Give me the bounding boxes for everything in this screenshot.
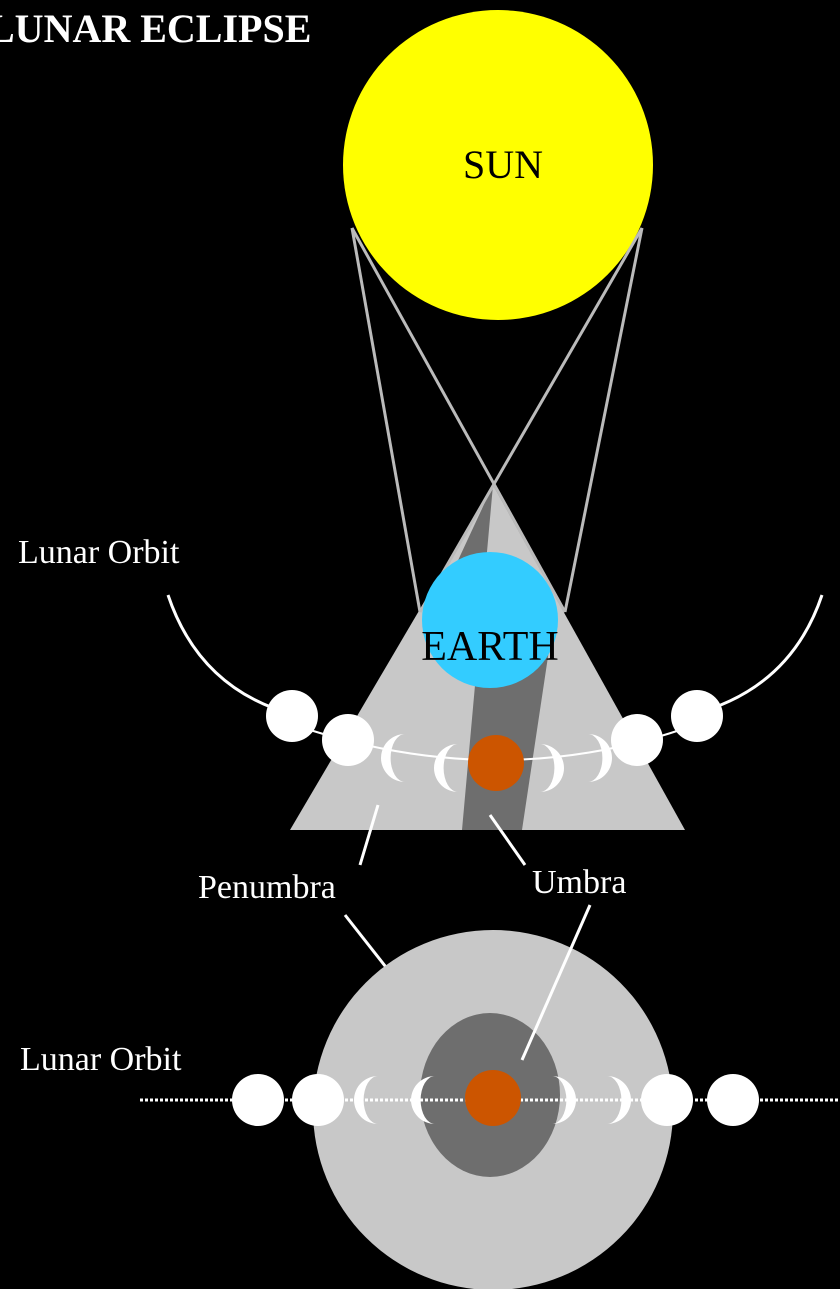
moon-full [671,690,723,742]
moon-full [322,714,374,766]
moon-eclipsed [465,1070,521,1126]
earth-label: EARTH [421,624,558,670]
moon-full [707,1074,759,1126]
page: {"title": "LUNAR ECLIPSE", "labels": {"s… [0,0,840,1289]
moons [232,1070,759,1126]
title: LUNAR ECLIPSE [0,6,311,51]
penumbra-label: Penumbra [198,869,336,906]
moon-full [641,1074,693,1126]
lunar-orbit-label: Lunar Orbit [20,1041,182,1078]
diagram: LUNAR ECLIPSE SUN EARTH Lunar Orbit Penu… [0,0,840,1289]
moon-full [266,690,318,742]
moon-full [611,714,663,766]
lunar-orbit-label: Lunar Orbit [18,534,180,571]
umbra-label: Umbra [532,864,626,901]
moon-full [232,1074,284,1126]
moon-eclipsed [468,735,524,791]
moon-full [292,1074,344,1126]
sun-label: SUN [463,142,543,187]
